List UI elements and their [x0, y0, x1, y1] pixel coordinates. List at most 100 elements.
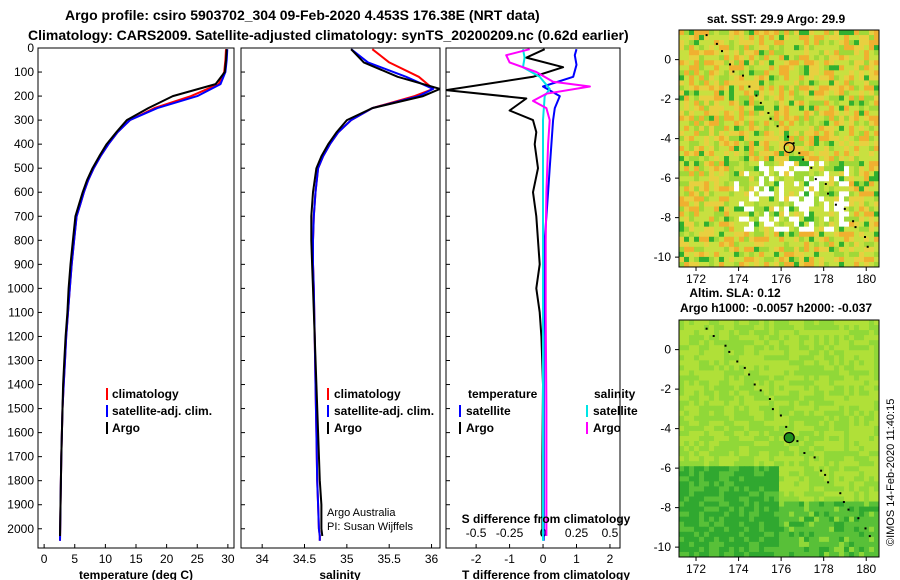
map-cell: [784, 496, 790, 502]
map-cell: [869, 145, 875, 152]
map-cell: [734, 441, 740, 447]
map-cell: [784, 461, 790, 467]
map-cell: [839, 536, 845, 543]
map-cell: [784, 380, 790, 386]
island-dot: [785, 425, 788, 428]
map-cell: [809, 405, 815, 412]
map-cell: [684, 105, 690, 112]
map-cell: [784, 521, 790, 528]
map-cell: [739, 546, 745, 553]
map-cell: [759, 55, 765, 61]
island-dot: [728, 350, 731, 353]
map-cell: [834, 546, 840, 553]
map-cell: [874, 541, 879, 548]
map-cell: [819, 55, 825, 61]
map-cell: [814, 226, 820, 233]
map-cell: [764, 320, 770, 326]
map-cell: [779, 471, 785, 477]
map-cell: [694, 551, 700, 557]
map-cell: [729, 226, 735, 233]
map-cell: [859, 506, 865, 513]
map-cell: [854, 135, 860, 142]
map-cell: [829, 166, 835, 172]
map-cell: [814, 130, 820, 137]
map-cell: [844, 400, 850, 407]
map-cell: [764, 375, 770, 381]
map-cell: [774, 521, 780, 528]
map-cell: [744, 405, 750, 412]
map-cell: [704, 221, 710, 228]
map-cell: [859, 395, 865, 402]
map-cell: [744, 345, 750, 351]
map-cell: [729, 516, 735, 523]
map-cell: [759, 441, 765, 447]
map-cell: [784, 125, 790, 132]
map-cell: [874, 511, 879, 518]
map-cell: [789, 40, 795, 46]
map-cell: [739, 120, 745, 127]
map-cell: [859, 410, 865, 417]
map-cell: [844, 130, 850, 137]
map-cell: [869, 461, 875, 467]
map-cell: [689, 45, 695, 51]
map-cell: [839, 236, 845, 243]
map-cell: [814, 90, 820, 96]
map-cell: [684, 340, 690, 346]
map-cell: [869, 335, 875, 341]
map-cell: [874, 501, 879, 507]
map-cell: [814, 481, 820, 487]
map-cell: [779, 151, 785, 157]
map-cell: [804, 516, 810, 523]
map-cell: [859, 325, 865, 331]
map-cell: [739, 466, 745, 472]
map-cell: [844, 521, 850, 528]
map-cell: [759, 370, 765, 376]
legend-climatology-s: climatology: [334, 387, 401, 401]
map-cell: [689, 90, 695, 96]
map-cell: [839, 330, 845, 336]
map-cell: [859, 65, 865, 71]
map-cell: [739, 491, 745, 497]
map-y-tick-label: 0: [664, 343, 671, 357]
map-cell: [849, 105, 855, 112]
map-cell: [709, 246, 715, 253]
map-cell: [679, 446, 685, 452]
map-y-tick-label: -4: [660, 422, 671, 436]
map-cell: [734, 446, 740, 452]
map-cell: [729, 120, 735, 127]
map-cell: [869, 161, 875, 167]
map-cell: [804, 370, 810, 376]
map-cell: [739, 125, 745, 132]
map-cell: [769, 115, 775, 122]
map-cell: [839, 211, 845, 217]
map-cell: [724, 446, 730, 452]
x-tick-label: 5: [71, 552, 78, 566]
map-cell: [854, 511, 860, 518]
map-cell: [794, 130, 800, 137]
map-cell: [714, 395, 720, 402]
map-cell: [799, 100, 805, 107]
map-cell: [774, 246, 780, 253]
map-cell: [789, 241, 795, 248]
map-cell: [864, 395, 870, 402]
map-cell: [774, 496, 780, 502]
map-cell: [844, 171, 850, 177]
map-cell: [869, 360, 875, 366]
map-cell: [769, 236, 775, 243]
map-cell: [764, 430, 770, 437]
map-cell: [694, 506, 700, 513]
map-cell: [694, 501, 700, 507]
map-cell: [719, 456, 725, 462]
map-cell: [854, 461, 860, 467]
map-cell: [804, 115, 810, 122]
map-cell: [849, 211, 855, 217]
map-cell: [744, 471, 750, 477]
map-cell: [709, 546, 715, 553]
map-cell: [864, 95, 870, 101]
map-cell: [809, 415, 815, 422]
map-cell: [799, 486, 805, 492]
map-cell: [809, 466, 815, 472]
map-cell: [744, 231, 750, 238]
map-cell: [779, 531, 785, 538]
map-cell: [679, 395, 685, 402]
